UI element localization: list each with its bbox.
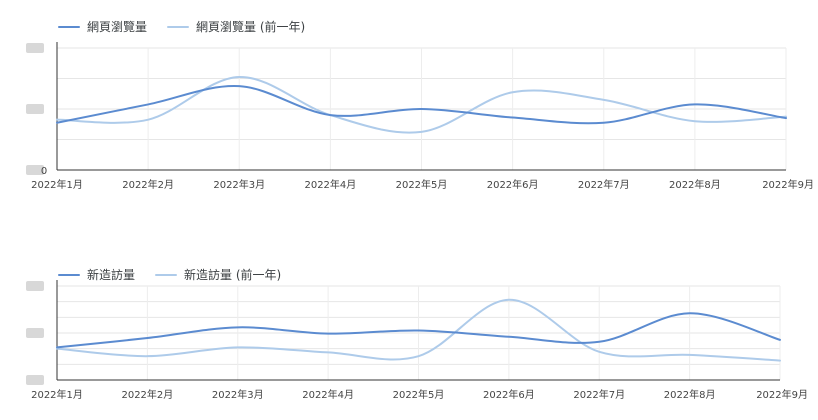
nv-data-point[interactable] <box>54 344 60 350</box>
x-tick-label: 2022年9月 <box>756 388 808 401</box>
y-tick-label-redacted <box>26 328 44 338</box>
y-tick-label-redacted <box>26 281 44 291</box>
pv-data-point[interactable] <box>236 83 242 89</box>
legend-item-new-visits-prev[interactable]: 新造訪量 (前一年) <box>155 266 281 283</box>
nv-data-point[interactable] <box>235 324 241 330</box>
pageviews-legend: 網頁瀏覽量 網頁瀏覽量 (前一年) <box>58 18 325 35</box>
x-tick-label: 2022年4月 <box>302 388 354 401</box>
nv-data-point[interactable] <box>325 331 331 337</box>
pv-series-line-previous-year[interactable] <box>56 75 787 134</box>
y-tick-label-redacted <box>26 375 44 385</box>
x-tick-label: 2022年4月 <box>304 178 356 191</box>
legend-item-pageviews[interactable]: 網頁瀏覽量 <box>58 18 147 35</box>
legend-label-pageviews: 網頁瀏覽量 <box>87 20 148 34</box>
x-tick-label: 2022年8月 <box>664 388 716 401</box>
x-tick-label: 2022年6月 <box>483 388 535 401</box>
new-visits-chart: 新造訪量 新造訪量 (前一年) 2022年1月 2022年2月 2022年3月 202… <box>0 248 818 420</box>
nv-data-point[interactable] <box>144 335 150 341</box>
legend-swatch-pageviews <box>58 25 80 28</box>
y-tick-label: 0 <box>41 166 47 177</box>
pv-data-point[interactable] <box>601 120 607 126</box>
nv-data-point[interactable] <box>506 334 512 340</box>
pv-data-point[interactable] <box>783 115 789 121</box>
x-tick-label: 2022年1月 <box>31 178 83 191</box>
pv-data-point[interactable] <box>601 97 607 103</box>
nv-data-point[interactable] <box>235 344 241 350</box>
nv-data-point[interactable] <box>687 310 693 316</box>
nv-data-point[interactable] <box>416 353 422 359</box>
x-tick-label: 2022年8月 <box>669 178 721 191</box>
new-visits-legend: 新造訪量 新造訪量 (前一年) <box>58 266 301 283</box>
nv-data-point[interactable] <box>416 327 422 333</box>
legend-label-new-visits-prev: 新造訪量 (前一年) <box>184 268 282 282</box>
y-tick-label-redacted <box>26 104 44 114</box>
x-tick-label: 2022年5月 <box>393 388 445 401</box>
x-tick-label: 2022年6月 <box>487 178 539 191</box>
x-tick-label: 2022年5月 <box>396 178 448 191</box>
pv-data-point[interactable] <box>327 112 333 118</box>
y-tick-label-redacted <box>26 43 44 53</box>
nv-data-point[interactable] <box>506 297 512 303</box>
pv-series-line-current[interactable] <box>56 85 787 125</box>
pv-data-point[interactable] <box>145 101 151 107</box>
legend-item-new-visits[interactable]: 新造訪量 <box>58 266 135 283</box>
x-tick-label: 2022年2月 <box>121 388 173 401</box>
legend-swatch-new-visits <box>58 273 80 276</box>
y-tick-label-redacted <box>26 165 44 175</box>
x-tick-label: 2022年1月 <box>31 388 83 401</box>
x-tick-label: 2022年2月 <box>122 178 174 191</box>
pageviews-chart: 網頁瀏覽量 網頁瀏覽量 (前一年) 0 2022年1月 2022年2月 2022年3月… <box>0 0 818 200</box>
pv-data-point[interactable] <box>510 89 516 95</box>
pv-data-point[interactable] <box>419 106 425 112</box>
pv-data-point[interactable] <box>236 74 242 80</box>
pv-data-point[interactable] <box>692 101 698 107</box>
legend-label-new-visits: 新造訪量 <box>87 268 136 282</box>
nv-data-point[interactable] <box>687 352 693 358</box>
legend-label-pageviews-prev: 網頁瀏覽量 (前一年) <box>196 20 306 34</box>
pv-data-point[interactable] <box>419 129 425 135</box>
nv-data-point[interactable] <box>325 349 331 355</box>
x-tick-label: 2022年9月 <box>762 178 814 191</box>
legend-item-pageviews-prev[interactable]: 網頁瀏覽量 (前一年) <box>167 18 305 35</box>
nv-series-line-previous-year[interactable] <box>56 298 781 362</box>
nv-data-point[interactable] <box>777 337 783 343</box>
new-visits-plot: 2022年1月 2022年2月 2022年3月 2022年4月 2022年5月 2022年… <box>26 280 808 401</box>
legend-swatch-new-visits-prev <box>155 273 178 276</box>
nv-series-line-current[interactable] <box>56 312 781 349</box>
pv-data-point[interactable] <box>692 118 698 124</box>
x-tick-label: 2022年7月 <box>573 388 625 401</box>
pv-data-point[interactable] <box>54 120 60 126</box>
pv-data-point[interactable] <box>510 115 516 121</box>
x-tick-label: 2022年3月 <box>212 388 264 401</box>
nv-data-point[interactable] <box>144 353 150 359</box>
x-tick-label: 2022年3月 <box>213 178 265 191</box>
pv-data-point[interactable] <box>145 117 151 123</box>
legend-swatch-pageviews-prev <box>167 25 190 28</box>
nv-data-point[interactable] <box>596 349 602 355</box>
nv-data-point[interactable] <box>596 339 602 345</box>
x-tick-label: 2022年7月 <box>578 178 630 191</box>
nv-data-point[interactable] <box>777 358 783 364</box>
